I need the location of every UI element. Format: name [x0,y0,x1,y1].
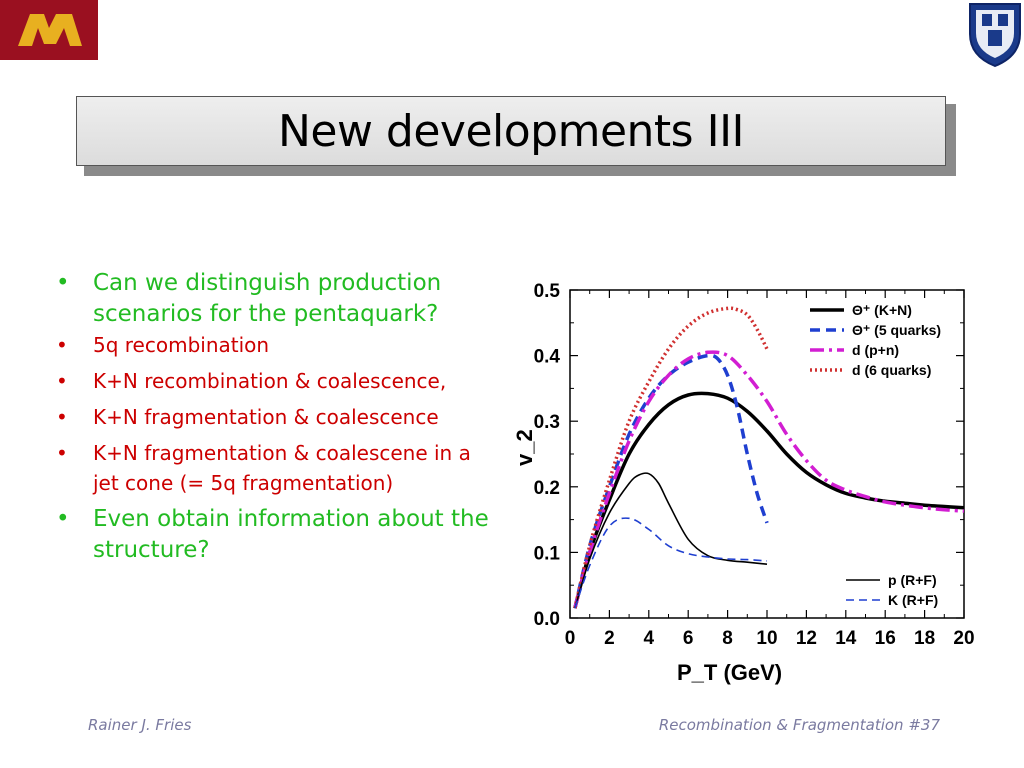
legend-label-4: p (R+F) [888,572,937,588]
x-tick-label: 6 [683,628,694,649]
x-tick-label: 10 [756,628,777,649]
bullet-list: Can we distinguish production scenarios … [56,268,496,566]
footer-slide-info: Recombination & Fragmentation #37 [658,716,940,734]
series-line-4 [574,472,768,609]
x-tick-label: 14 [835,628,857,649]
university-logo [0,0,98,60]
x-tick-label: 12 [796,628,817,649]
y-tick-label: 0.5 [534,281,561,302]
series-line-1 [573,353,769,609]
legend-label-2: d (p+n) [852,342,899,358]
y-tick-label: 0.3 [534,412,560,433]
y-tick-label: 0.1 [534,543,561,564]
legend-label-0: Θ⁺ (K+N) [852,302,912,318]
bullet-item: K+N recombination & coalescence, [56,366,496,396]
y-tick-label: 0.4 [534,347,561,368]
series-line-5 [574,517,768,609]
y-tick-label: 0.2 [534,478,560,499]
x-tick-label: 8 [722,628,733,649]
chart-svg: 0 2 4 6 8 10 12 14 16 18 20 0.0 0.1 0.2 0.3 0.4 0.5 P_T (… [512,281,975,685]
legend-label-5: K (R+F) [888,592,938,608]
legend-label-3: d (6 quarks) [852,362,931,378]
series-line-3 [573,306,769,609]
shield-crest-icon [969,3,1021,68]
footer-author: Rainer J. Fries [88,716,192,734]
university-shield-logo [966,0,1024,68]
series-line-2 [573,350,965,609]
x-tick-label: 4 [644,628,655,649]
x-tick-label: 20 [953,628,974,649]
legend-label-1: Θ⁺ (5 quarks) [852,322,941,338]
title-box: New developments III [76,96,946,166]
slide-title: New developments III [277,105,745,157]
x-tick-label: 0 [565,628,576,649]
bullet-item: K+N fragmentation & coalescence [56,402,496,432]
x-axis-label: P_T (GeV) [677,660,782,685]
bullet-item: K+N fragmentation & coalescene in a jet … [56,438,496,498]
y-axis-label: v_2 [512,429,537,466]
y-tick-label: 0.0 [534,609,560,630]
bullet-item: 5q recombination [56,330,496,360]
maroon-gold-m-logo [0,0,98,60]
series-line-0 [573,391,965,609]
v2-chart: 0 2 4 6 8 10 12 14 16 18 20 0.0 0.1 0.2 0.3 0.4 0.5 P_T (… [510,270,990,690]
x-tick-label: 16 [875,628,896,649]
bullet-item: Even obtain information about the struct… [56,504,496,566]
bullet-item: Can we distinguish production scenarios … [56,268,496,330]
x-tick-label: 18 [914,628,935,649]
x-tick-label: 2 [604,628,615,649]
